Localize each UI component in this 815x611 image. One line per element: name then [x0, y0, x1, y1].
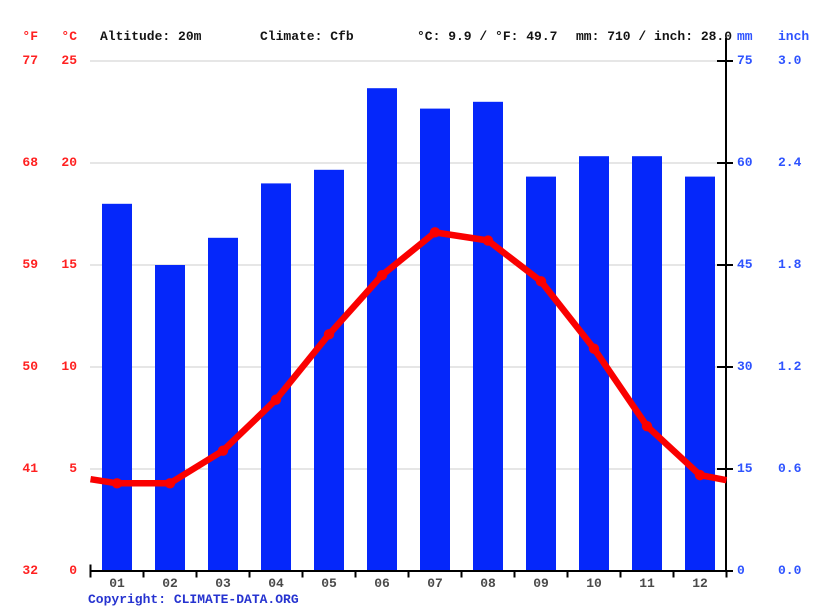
- precipitation-bar-06: [367, 88, 397, 571]
- temperature-point-06: [376, 270, 388, 281]
- temperature-point-04: [270, 394, 282, 405]
- right-axis-inch-label: 1.8: [778, 257, 802, 272]
- climate-class-label: Climate: Cfb: [260, 29, 354, 44]
- copyright-link[interactable]: Copyright: CLIMATE-DATA.ORG: [88, 592, 299, 607]
- right-axis-mm-label: 30: [737, 359, 753, 374]
- right-axis-inch-label: 2.4: [778, 155, 802, 170]
- temperature-point-12: [694, 469, 706, 481]
- month-label-09: 09: [533, 576, 549, 591]
- temperature-point-08: [482, 235, 494, 246]
- month-label-04: 04: [268, 576, 284, 591]
- left-axis-f-label: 59: [22, 257, 38, 272]
- temperature-point-05: [323, 329, 335, 340]
- right-axis-mm-label: 15: [737, 461, 753, 476]
- unit-inch-label: inch: [778, 29, 810, 44]
- temperature-point-03: [217, 445, 229, 456]
- altitude-label: Altitude: 20m: [100, 29, 202, 44]
- left-axis-c-label: 0: [69, 563, 77, 578]
- month-label-01: 01: [109, 576, 125, 591]
- right-axis-mm-label: 60: [737, 155, 753, 170]
- right-axis-inch-label: 0.0: [778, 563, 802, 578]
- right-axis-mm-label: 45: [737, 257, 753, 272]
- right-axis-mm-label: 0: [737, 563, 745, 578]
- temperature-point-09: [535, 276, 547, 287]
- precipitation-bar-11: [632, 156, 662, 571]
- month-label-10: 10: [586, 576, 602, 591]
- month-label-11: 11: [639, 576, 655, 591]
- left-axis-c-label: 15: [61, 257, 77, 272]
- precipitation-bar-04: [261, 183, 291, 571]
- right-axis-inch-label: 0.6: [778, 461, 802, 476]
- temperature-point-01: [111, 478, 123, 489]
- precipitation-bar-12: [685, 176, 715, 571]
- month-label-06: 06: [374, 576, 390, 591]
- right-axis-mm-label: 75: [737, 53, 753, 68]
- month-label-03: 03: [215, 576, 231, 591]
- precipitation-bar-08: [473, 101, 503, 572]
- precipitation-bar-02: [155, 265, 185, 571]
- left-axis-c-label: 25: [61, 53, 77, 68]
- temperature-point-11: [641, 420, 653, 432]
- month-label-07: 07: [427, 576, 443, 591]
- left-axis-c-label: 5: [69, 461, 77, 476]
- left-axis-f-label: 77: [22, 53, 38, 68]
- month-label-08: 08: [480, 576, 496, 591]
- month-label-05: 05: [321, 576, 337, 591]
- precipitation-bar-05: [314, 169, 344, 572]
- unit-fahrenheit-label: °F: [22, 29, 38, 44]
- precipitation-bar-01: [102, 203, 132, 572]
- left-axis-c-label: 20: [61, 155, 77, 170]
- temperature-point-02: [164, 478, 176, 489]
- precipitation-bar-07: [420, 108, 450, 571]
- month-label-02: 02: [162, 576, 178, 591]
- precipitation-bar-03: [208, 237, 238, 572]
- temperature-point-07: [429, 227, 441, 238]
- temperature-point-10: [588, 343, 600, 354]
- precipitation-bar-09: [526, 176, 556, 571]
- right-axis-inch-label: 1.2: [778, 359, 802, 374]
- temperature-line: [90, 229, 728, 487]
- left-axis-f-label: 68: [22, 155, 38, 170]
- unit-mm-label: mm: [737, 29, 753, 44]
- left-axis-f-label: 50: [22, 359, 38, 374]
- left-axis-c-label: 10: [61, 359, 77, 374]
- month-label-12: 12: [692, 576, 708, 591]
- mean-temperature-label: °C: 9.9 / °F: 49.7: [417, 29, 558, 44]
- right-axis-inch-label: 3.0: [778, 53, 802, 68]
- annual-precipitation-label: mm: 710 / inch: 28.0: [576, 29, 733, 44]
- left-axis-f-label: 41: [22, 461, 38, 476]
- left-axis-f-label: 32: [22, 563, 38, 578]
- unit-celsius-label: °C: [61, 29, 77, 44]
